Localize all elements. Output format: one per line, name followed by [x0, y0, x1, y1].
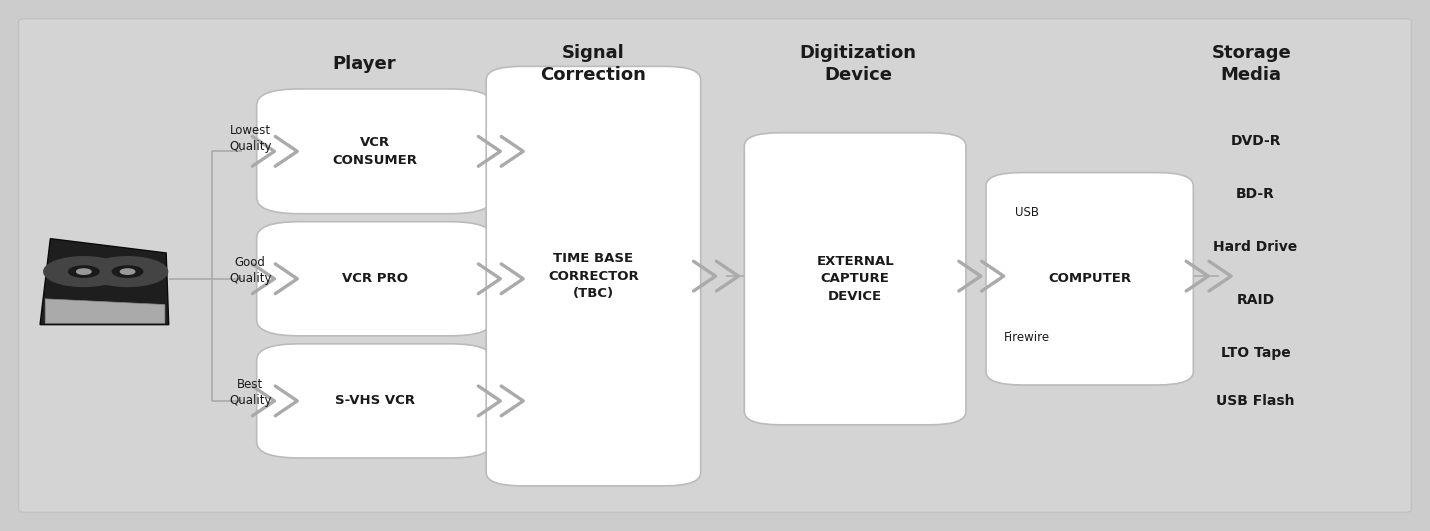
Text: Best
Quality: Best Quality — [229, 379, 272, 407]
Text: Firewire: Firewire — [1004, 331, 1050, 344]
Text: Signal
Correction: Signal Correction — [541, 44, 646, 84]
FancyBboxPatch shape — [486, 66, 701, 486]
Circle shape — [113, 266, 143, 277]
Text: EXTERNAL
CAPTURE
DEVICE: EXTERNAL CAPTURE DEVICE — [817, 255, 894, 303]
FancyBboxPatch shape — [19, 19, 1411, 512]
Text: TIME BASE
CORRECTOR
(TBC): TIME BASE CORRECTOR (TBC) — [548, 252, 639, 300]
Circle shape — [120, 269, 134, 275]
Text: BD-R: BD-R — [1236, 187, 1276, 201]
FancyBboxPatch shape — [257, 222, 492, 336]
Text: RAID: RAID — [1237, 293, 1274, 307]
Text: DVD-R: DVD-R — [1230, 134, 1281, 148]
Text: USB Flash: USB Flash — [1217, 394, 1294, 408]
Text: S-VHS VCR: S-VHS VCR — [335, 395, 415, 407]
FancyBboxPatch shape — [987, 173, 1193, 385]
Circle shape — [44, 256, 124, 287]
Circle shape — [69, 266, 99, 277]
Text: Storage
Media: Storage Media — [1211, 44, 1291, 84]
Text: Player: Player — [333, 55, 396, 73]
Text: Hard Drive: Hard Drive — [1214, 240, 1297, 254]
Polygon shape — [40, 238, 169, 324]
Text: VCR PRO: VCR PRO — [342, 272, 408, 285]
Circle shape — [87, 256, 167, 287]
Text: Good
Quality: Good Quality — [229, 256, 272, 285]
Text: USB: USB — [1015, 206, 1038, 219]
Text: Lowest
Quality: Lowest Quality — [229, 124, 272, 152]
Text: VCR
CONSUMER: VCR CONSUMER — [332, 136, 418, 167]
FancyBboxPatch shape — [257, 89, 492, 214]
Polygon shape — [46, 299, 164, 323]
Circle shape — [77, 269, 92, 275]
Text: COMPUTER: COMPUTER — [1048, 272, 1131, 285]
Text: LTO Tape: LTO Tape — [1221, 346, 1290, 360]
Text: Digitization
Device: Digitization Device — [799, 44, 917, 84]
FancyBboxPatch shape — [744, 133, 967, 425]
FancyBboxPatch shape — [257, 344, 492, 458]
